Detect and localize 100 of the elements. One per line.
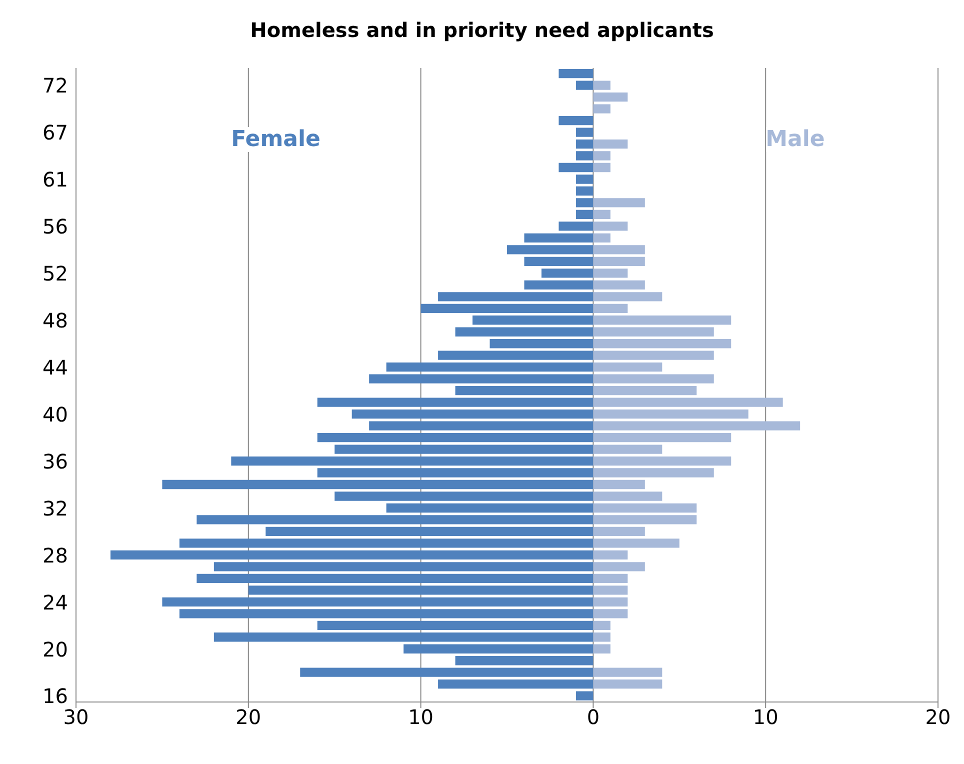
- x-tick-label: 10: [752, 705, 778, 730]
- y-tick-label: 72: [42, 74, 68, 98]
- bar: [248, 586, 594, 595]
- bar: [593, 350, 714, 360]
- bar: [593, 668, 662, 677]
- bar: [593, 503, 697, 513]
- bar: [593, 538, 680, 548]
- text: Male: [766, 126, 825, 152]
- chart-title: Homeless and in priority need applicants: [249, 18, 715, 42]
- x-tick-label: 20: [925, 705, 951, 730]
- bar: [593, 526, 645, 536]
- bar: [593, 444, 662, 454]
- bar: [593, 327, 714, 336]
- bar: [593, 233, 610, 243]
- bar: [214, 562, 594, 572]
- y-tick-label: 67: [42, 120, 68, 145]
- bar: [438, 292, 594, 302]
- x-tick-label: 20: [236, 705, 262, 730]
- bar: [593, 515, 697, 524]
- y-tick-label: 44: [42, 355, 68, 380]
- bar: [593, 304, 628, 313]
- bar: [110, 550, 594, 560]
- bar: [593, 492, 662, 501]
- bar: [196, 515, 594, 524]
- bar: [455, 327, 594, 336]
- x-tick-label: 10: [408, 705, 434, 730]
- bar: [593, 480, 645, 490]
- bar: [593, 432, 732, 442]
- x-tick-label: 0: [586, 705, 600, 730]
- bar: [386, 503, 594, 513]
- bar: [576, 139, 594, 149]
- bar: [593, 362, 662, 372]
- bar: [558, 222, 594, 231]
- bar: [593, 292, 662, 302]
- bar: [593, 198, 645, 208]
- bar: [593, 162, 610, 172]
- bar: [576, 198, 594, 208]
- bar: [593, 151, 610, 160]
- y-tick-label: 32: [42, 496, 68, 520]
- bar: [593, 398, 783, 407]
- bar: [524, 280, 594, 290]
- bar: [404, 644, 594, 654]
- bar: [576, 186, 594, 196]
- bar: [593, 409, 748, 419]
- bar: [558, 162, 594, 172]
- y-tick-label: 48: [42, 308, 68, 333]
- bar: [576, 210, 594, 220]
- bar: [438, 680, 594, 689]
- bar: [593, 386, 697, 396]
- bar: [593, 245, 645, 254]
- bar: [593, 210, 610, 220]
- bar: [317, 432, 594, 442]
- bar: [420, 304, 594, 313]
- bar: [317, 468, 594, 478]
- bar: [593, 456, 732, 466]
- bar: [593, 609, 628, 618]
- bar: [558, 116, 594, 126]
- bar: [593, 316, 732, 325]
- bar: [576, 128, 594, 137]
- bar: [593, 92, 628, 102]
- bar: [593, 597, 628, 606]
- bar: [369, 374, 594, 384]
- bar: [593, 586, 628, 595]
- bar: [317, 398, 594, 407]
- bar: [300, 668, 594, 677]
- bar: [558, 69, 594, 78]
- bar: [179, 609, 594, 618]
- bar: [593, 256, 645, 266]
- bar: [593, 339, 732, 348]
- bar: [317, 620, 594, 630]
- bar: [524, 256, 594, 266]
- bar: [593, 280, 645, 290]
- bar: [593, 222, 628, 231]
- bar: [386, 362, 594, 372]
- y-tick-label: 28: [42, 543, 68, 568]
- bar: [593, 562, 645, 572]
- y-tick-label: 36: [42, 449, 68, 474]
- bar: [490, 339, 594, 348]
- bar: [593, 104, 610, 114]
- bar: [214, 632, 594, 642]
- bar: [162, 597, 594, 606]
- bar: [593, 268, 628, 278]
- y-tick-label: 40: [42, 402, 68, 426]
- bar: [593, 632, 610, 642]
- bar: [593, 644, 610, 654]
- bar: [593, 80, 610, 90]
- bar: [593, 139, 628, 149]
- bar: [438, 350, 594, 360]
- bar: [524, 233, 594, 243]
- bar: [593, 620, 610, 630]
- bar: [352, 409, 594, 419]
- bar: [162, 480, 594, 490]
- bar: [196, 574, 594, 584]
- bar: [455, 386, 594, 396]
- bar: [576, 174, 594, 184]
- bar: [593, 550, 628, 560]
- bar: [593, 468, 714, 478]
- bar: [576, 80, 594, 90]
- y-tick-label: 52: [42, 262, 68, 286]
- y-tick-label: 24: [42, 590, 68, 614]
